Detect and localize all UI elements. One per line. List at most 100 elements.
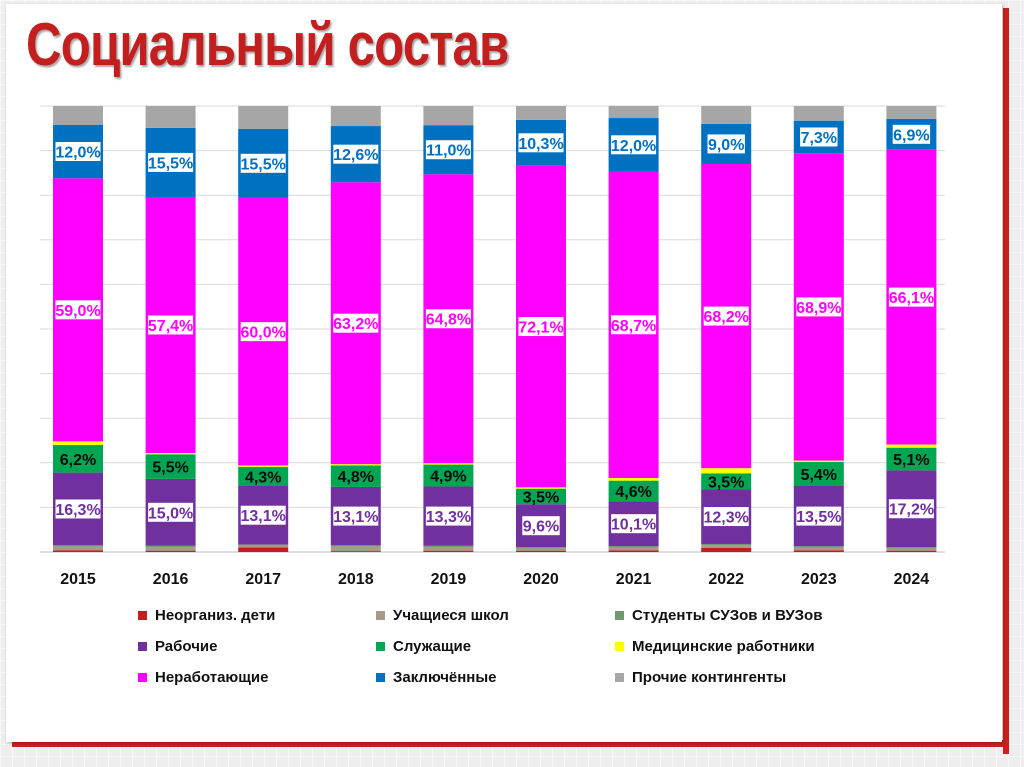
bar-прочие-контингенты-2015: [53, 106, 103, 125]
bar-учащиеся-школ-2024: [886, 548, 937, 551]
data-label-box: [147, 314, 195, 336]
data-label-box: [54, 299, 102, 321]
bar-медицинские-работники-2020: [516, 487, 566, 489]
data-label-box: [332, 143, 380, 165]
data-label-рабочие-2016: 15,0%: [148, 505, 193, 522]
data-label-box: [332, 312, 380, 334]
data-label-box: [239, 321, 287, 343]
data-label-box: [887, 286, 935, 308]
data-label-неработающие-2017: 60,0%: [241, 325, 286, 342]
legend-label: Прочие контингенты: [632, 668, 787, 686]
data-label-box: [610, 134, 658, 156]
bar-прочие-контингенты-2016: [145, 106, 196, 128]
data-label-неработающие-2019: 64,8%: [426, 312, 471, 329]
data-label-заключённые-2018: 12,6%: [333, 147, 378, 164]
data-label-неработающие-2021: 68,7%: [611, 318, 656, 335]
data-label-неработающие-2015: 59,0%: [55, 303, 100, 320]
legend-item-медицинские-работники: Медицинские работники: [615, 636, 815, 656]
x-tick-label-2024: 2024: [894, 571, 930, 588]
bar-неорганиз-дети-2017: [238, 547, 289, 552]
data-label-box: [517, 316, 565, 338]
data-label-служащие-2022: 3,5%: [708, 474, 744, 491]
x-tick-label-2021: 2021: [616, 571, 652, 588]
data-label-рабочие-2022: 12,3%: [704, 510, 749, 527]
data-label-служащие-2024: 5,1%: [893, 452, 929, 469]
bar-прочие-контингенты-2024: [886, 106, 937, 119]
data-label-служащие-2019: 4,9%: [430, 469, 466, 486]
bar-служащие-2020: [516, 488, 566, 505]
legend-label: Неработающие: [155, 668, 269, 686]
data-label-неработающие-2016: 57,4%: [148, 318, 193, 335]
data-label-неработающие-2024: 66,1%: [889, 290, 934, 307]
data-label-box: [795, 296, 843, 318]
legend-label: Рабочие: [155, 637, 218, 655]
bar-учащиеся-школ-2016: [145, 547, 196, 551]
legend-item-учащиеся-школ: Учащиеся школ: [376, 605, 509, 625]
legend-swatch: [138, 610, 147, 620]
data-label-служащие-2018: 4,8%: [338, 469, 374, 486]
page-title: Социальный состав: [26, 11, 509, 78]
bar-служащие-2016: [145, 454, 196, 479]
bar-учащиеся-школ-2017: [238, 545, 289, 548]
bar-неорганиз-дети-2018: [330, 551, 381, 552]
bar-студенты-сузов-и-вузов-2022: [701, 543, 752, 546]
bar-учащиеся-школ-2019: [423, 547, 474, 551]
data-label-box: [887, 498, 935, 520]
bar-неорганиз-дети-2023: [793, 550, 844, 552]
legend-label: Неорганиз. дети: [155, 606, 276, 624]
chart-legend: Неорганиз. дети Учащиеся школ Студенты СУЗ…: [128, 600, 854, 694]
data-label-заключённые-2017: 15,5%: [241, 156, 286, 173]
data-label-заключённые-2016: 15,5%: [148, 155, 193, 172]
bar-прочие-контингенты-2018: [330, 106, 381, 127]
data-label-служащие-2021: 4,6%: [615, 484, 651, 501]
legend-label: Служащие: [393, 637, 472, 655]
data-label-рабочие-2023: 13,5%: [796, 509, 841, 526]
data-label-служащие-2015: 6,2%: [60, 452, 96, 469]
legend-swatch: [138, 641, 147, 651]
data-label-box: [54, 498, 102, 520]
data-label-box: [521, 515, 561, 537]
bar-медицинские-работники-2018: [330, 464, 381, 466]
data-label-box: [517, 132, 565, 154]
bar-медицинские-работники-2022: [701, 468, 752, 474]
data-label-box: [424, 139, 472, 161]
bar-учащиеся-школ-2018: [330, 546, 381, 552]
data-label-рабочие-2019: 13,3%: [426, 509, 471, 526]
bar-служащие-2022: [701, 473, 752, 490]
data-label-box: [424, 505, 472, 527]
bar-прочие-контингенты-2021: [608, 106, 659, 119]
data-label-служащие-2017: 4,3%: [245, 469, 281, 486]
bar-учащиеся-школ-2022: [701, 545, 752, 548]
x-tick-label-2020: 2020: [523, 571, 559, 588]
bar-прочие-контингенты-2020: [516, 106, 566, 120]
legend-item-рабочие: Рабочие: [138, 636, 217, 656]
legend-swatch: [376, 610, 385, 620]
legend-label: Учащиеся школ: [393, 606, 509, 624]
legend-swatch: [376, 672, 385, 682]
x-tick-label-2018: 2018: [338, 571, 374, 588]
data-label-служащие-2020: 3,5%: [523, 489, 559, 506]
legend-item-прочие-контингенты: Прочие контингенты: [615, 667, 786, 687]
data-label-рабочие-2018: 13,1%: [333, 509, 378, 526]
bar-студенты-сузов-и-вузов-2021: [608, 546, 659, 548]
bar-медицинские-работники-2019: [423, 463, 474, 465]
legend-swatch: [615, 610, 624, 620]
data-label-заключённые-2015: 12,0%: [55, 144, 100, 161]
data-label-служащие-2016: 5,5%: [152, 460, 188, 477]
x-tick-label-2019: 2019: [431, 571, 467, 588]
data-label-служащие-2023: 5,4%: [801, 467, 837, 484]
data-label-заключённые-2024: 6,9%: [893, 127, 929, 144]
data-label-box: [239, 504, 287, 526]
data-label-box: [706, 133, 746, 155]
bar-служащие-2024: [886, 447, 937, 471]
data-label-неработающие-2022: 68,2%: [704, 309, 749, 326]
bar-неорганиз-дети-2021: [608, 550, 659, 552]
bar-учащиеся-школ-2023: [793, 547, 844, 551]
data-label-box: [891, 123, 932, 145]
data-label-box: [147, 501, 195, 523]
data-label-рабочие-2017: 13,1%: [241, 508, 286, 525]
bar-студенты-сузов-и-вузов-2015: [53, 545, 103, 547]
bar-медицинские-работники-2016: [145, 452, 196, 455]
data-label-box: [147, 151, 195, 173]
